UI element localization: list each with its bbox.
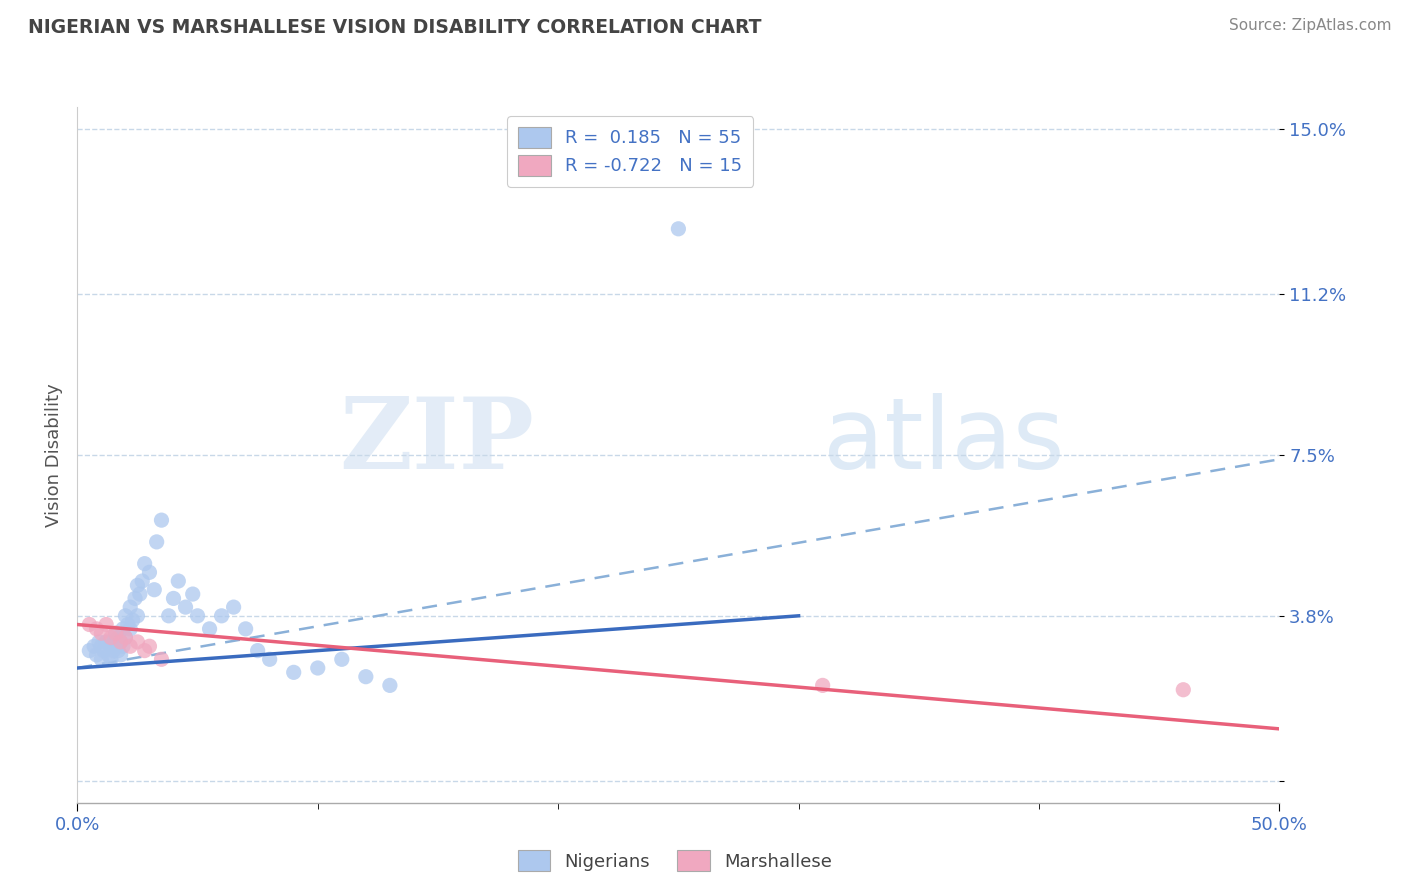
Point xyxy=(90,639,112,653)
Point xyxy=(128,587,150,601)
Point xyxy=(100,631,122,645)
Point xyxy=(378,678,401,692)
Point xyxy=(1173,682,1195,697)
Point xyxy=(114,608,136,623)
Point xyxy=(90,652,112,666)
Point xyxy=(127,635,149,649)
Point xyxy=(121,613,143,627)
Point xyxy=(79,643,101,657)
Point xyxy=(117,617,139,632)
Point xyxy=(259,652,281,666)
Point xyxy=(127,608,149,623)
Point xyxy=(96,617,118,632)
Point xyxy=(111,622,134,636)
Point xyxy=(107,631,129,645)
Point xyxy=(181,587,204,601)
Point xyxy=(83,639,105,653)
Point xyxy=(124,591,146,606)
Legend: Nigerians, Marshallese: Nigerians, Marshallese xyxy=(510,843,839,879)
Point xyxy=(174,600,197,615)
Point xyxy=(138,566,160,580)
Point xyxy=(211,608,233,623)
Point xyxy=(186,608,209,623)
Point xyxy=(157,608,180,623)
Point xyxy=(143,582,166,597)
Point xyxy=(167,574,190,588)
Point xyxy=(86,622,108,636)
Text: atlas: atlas xyxy=(823,392,1064,490)
Point xyxy=(145,534,167,549)
Y-axis label: Vision Disability: Vision Disability xyxy=(45,383,63,527)
Point xyxy=(104,639,127,653)
Point xyxy=(131,574,153,588)
Point xyxy=(120,639,142,653)
Point xyxy=(97,648,120,662)
Point xyxy=(198,622,221,636)
Point xyxy=(162,591,184,606)
Point xyxy=(134,557,156,571)
Point xyxy=(90,626,112,640)
Point xyxy=(120,600,142,615)
Text: ZIP: ZIP xyxy=(339,392,534,490)
Point xyxy=(96,635,118,649)
Point xyxy=(114,631,136,645)
Point xyxy=(110,635,132,649)
Point xyxy=(100,639,122,653)
Point xyxy=(111,639,134,653)
Point xyxy=(150,652,173,666)
Point xyxy=(150,513,173,527)
Point xyxy=(93,643,115,657)
Point xyxy=(307,661,329,675)
Point xyxy=(114,631,136,645)
Point xyxy=(87,635,110,649)
Point xyxy=(668,222,690,236)
Point xyxy=(283,665,305,680)
Point xyxy=(103,643,125,657)
Point xyxy=(110,635,132,649)
Point xyxy=(134,643,156,657)
Point xyxy=(222,600,245,615)
Point xyxy=(235,622,257,636)
Point xyxy=(103,635,125,649)
Point xyxy=(811,678,834,692)
Point xyxy=(100,652,122,666)
Point xyxy=(104,626,127,640)
Point xyxy=(79,617,101,632)
Point xyxy=(354,670,377,684)
Text: NIGERIAN VS MARSHALLESE VISION DISABILITY CORRELATION CHART: NIGERIAN VS MARSHALLESE VISION DISABILIT… xyxy=(28,18,762,37)
Point xyxy=(138,639,160,653)
Point xyxy=(86,648,108,662)
Text: Source: ZipAtlas.com: Source: ZipAtlas.com xyxy=(1229,18,1392,33)
Point xyxy=(120,622,142,636)
Point xyxy=(104,626,127,640)
Point xyxy=(246,643,269,657)
Point xyxy=(330,652,353,666)
Legend: R =  0.185   N = 55, R = -0.722   N = 15: R = 0.185 N = 55, R = -0.722 N = 15 xyxy=(508,116,754,186)
Point xyxy=(110,648,132,662)
Point xyxy=(127,578,149,592)
Point xyxy=(107,643,129,657)
